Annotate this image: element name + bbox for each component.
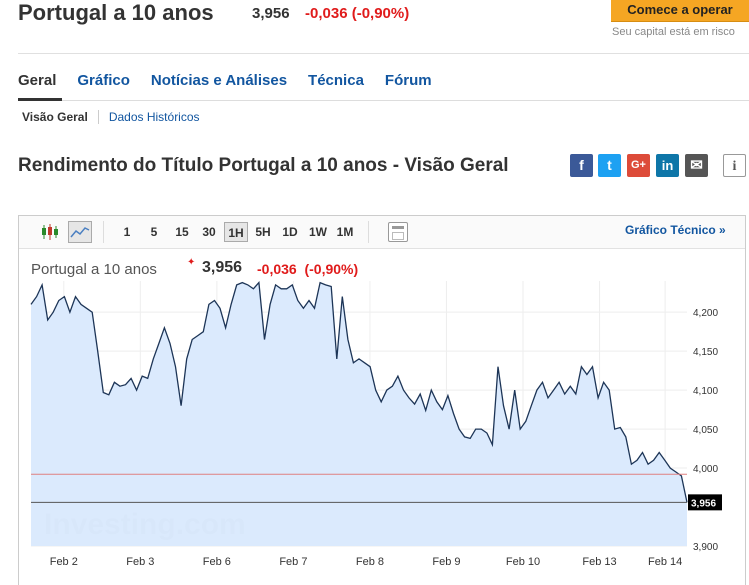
x-tick-label: Feb 14 [648,556,682,568]
active-tab-indicator [18,98,62,101]
toolbar-separator [368,221,369,243]
start-trading-button[interactable]: Comece a operar [611,0,749,22]
layout-icon[interactable] [388,222,408,242]
legend-change-pct: (-0,90%) [304,261,359,277]
timeframe-1h[interactable]: 1H [224,222,248,242]
tab-grafico[interactable]: Gráfico [77,72,130,89]
area-fill [31,282,687,546]
tab-tecnica[interactable]: Técnica [308,72,364,89]
y-tick-label: 4,050 [693,425,718,436]
x-tick-label: Feb 8 [356,556,384,568]
tab-noticias-analises[interactable]: Notícias e Análises [150,72,288,89]
x-tick-label: Feb 2 [50,556,78,568]
legend-instrument-name: Portugal a 10 anos [31,261,157,278]
y-tick-label: 4,000 [693,464,718,475]
chart-toolbar [19,216,745,249]
timeframe-30m[interactable]: 30 [202,225,216,239]
header-change: -0,036 (-0,90%) [305,5,410,22]
x-tick-label: Feb 3 [126,556,154,568]
legend-price: 3,956 [202,259,243,276]
x-tick-label: Feb 13 [582,556,616,568]
timeframe-5m[interactable]: 5 [150,225,158,239]
current-price-tag-label: 3,956 [691,498,716,509]
y-tick-label: 4,150 [693,347,718,358]
divider [18,53,749,54]
tabs-divider [18,100,749,101]
sub-navigation: Visão Geral Dados Históricos [22,110,200,124]
x-tick-label: Feb 7 [279,556,307,568]
risk-disclaimer: Seu capital está em risco [612,26,735,38]
area-chart-icon[interactable] [68,221,92,243]
current-price-tag [688,494,722,511]
linkedin-icon[interactable]: in [656,154,679,177]
subnav-dados-historicos[interactable]: Dados Históricos [108,110,200,124]
x-tick-label: Feb 6 [203,556,231,568]
x-tick-label: Feb 10 [506,556,540,568]
tab-forum[interactable]: Fórum [384,72,432,89]
google-plus-icon[interactable]: G+ [627,154,650,177]
yield-chart[interactable]: Investing.com 3,9004,0004,0504,1004,1504… [19,249,745,585]
y-tick-label: 4,200 [693,308,718,319]
timeframe-1d[interactable]: 1D [282,225,298,239]
timeframe-15m[interactable]: 15 [175,225,189,239]
timeframe-1m[interactable]: 1 [123,225,131,239]
technical-chart-link[interactable]: Gráfico Técnico » [625,223,726,237]
header-price: 3,956 [252,5,290,22]
candlestick-icon[interactable] [40,223,60,241]
chart-container [18,215,746,585]
y-tick-label: 3,900 [693,542,718,553]
section-title: Rendimento do Título Portugal a 10 anos … [18,155,509,176]
live-indicator-icon: ✦ [187,257,196,268]
legend-change-value: -0,036 [257,261,297,277]
timeframe-1mo[interactable]: 1M [336,225,354,239]
timeframe-1w[interactable]: 1W [309,225,327,239]
main-tabs: Geral Gráfico Notícias e Análises Técnic… [18,72,453,100]
tab-geral[interactable]: Geral [18,72,57,89]
info-icon[interactable]: i [723,154,746,177]
legend-change: -0,036 (-0,90%) [257,261,358,277]
x-tick-label: Feb 9 [432,556,460,568]
y-tick-label: 4,100 [693,386,718,397]
twitter-icon[interactable]: t [598,154,621,177]
timeframe-5h[interactable]: 5H [255,225,271,239]
page-title: Portugal a 10 anos [18,0,214,25]
subnav-visao-geral[interactable]: Visão Geral [22,110,88,124]
price-line [30,281,688,503]
toolbar-separator [103,221,104,243]
email-icon[interactable]: ✉ [685,154,708,177]
subnav-separator [97,110,99,124]
facebook-icon[interactable]: f [570,154,593,177]
